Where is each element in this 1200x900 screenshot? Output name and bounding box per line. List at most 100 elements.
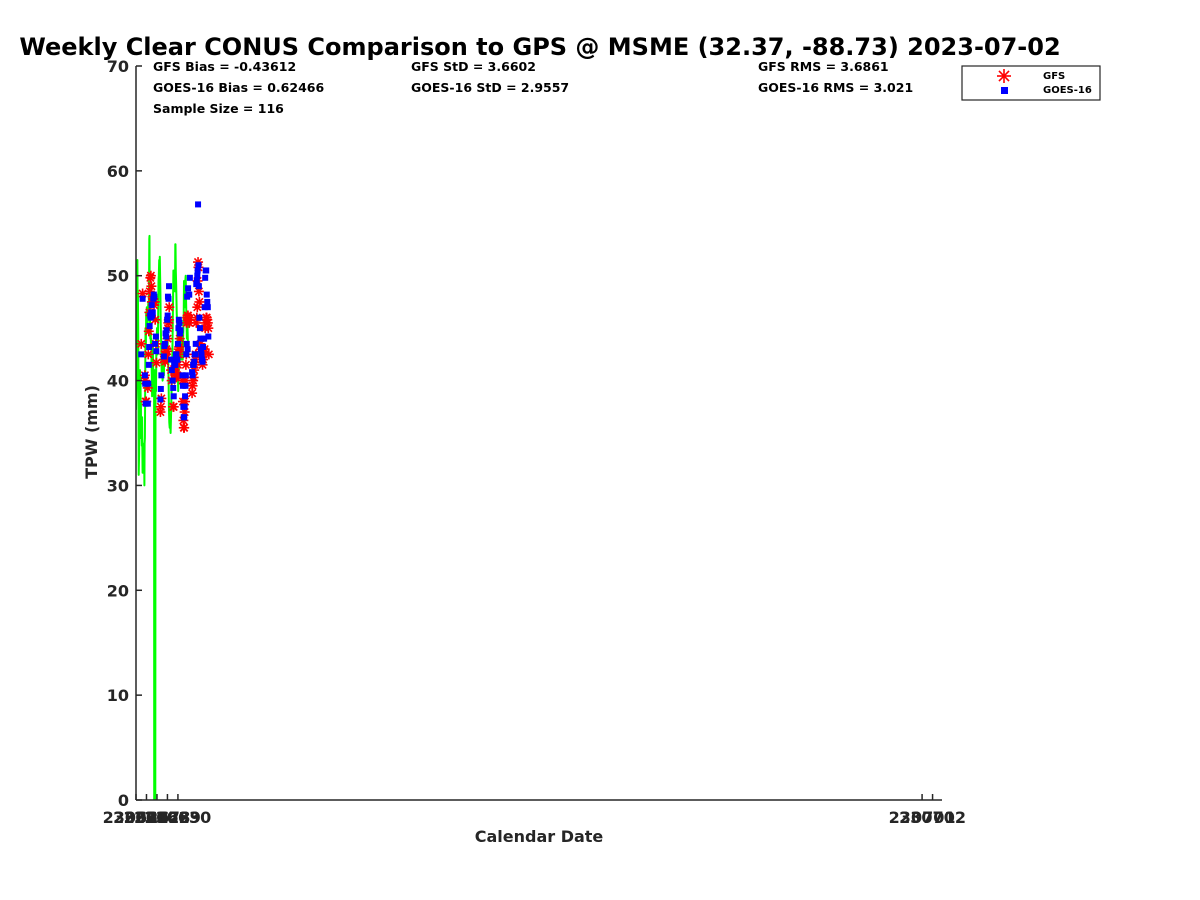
goes-point — [141, 372, 148, 379]
goes-point — [169, 377, 176, 384]
gfs-point — [146, 281, 157, 292]
goes-point — [185, 285, 192, 292]
goes-point — [203, 267, 210, 274]
stats-block: GFS Bias = -0.43612 GOES-16 Bias = 0.624… — [153, 59, 913, 116]
legend-gfs-marker — [997, 69, 1011, 83]
goes-point — [197, 335, 204, 342]
y-tick-label: 10 — [107, 686, 129, 705]
gfs-point — [180, 359, 191, 370]
goes-point — [172, 361, 179, 368]
gfs-point — [136, 338, 147, 349]
stat-goes-bias: GOES-16 Bias = 0.62466 — [153, 80, 324, 95]
goes-point — [138, 351, 145, 358]
goes-point — [139, 295, 146, 302]
gfs-point — [203, 349, 214, 360]
goes-point — [166, 283, 173, 290]
goes-point — [174, 356, 181, 363]
stat-gfs-std: GFS StD = 3.6602 — [411, 59, 536, 74]
goes-point — [199, 358, 206, 365]
gfs-point — [151, 357, 162, 368]
goes-point — [182, 372, 189, 379]
legend: GFS GOES-16 — [961, 65, 1101, 101]
gfs-point — [155, 401, 166, 412]
goes-point — [201, 304, 208, 311]
y-tick-label: 30 — [107, 476, 129, 495]
y-tick-label: 70 — [107, 57, 129, 76]
goes-point — [186, 291, 193, 298]
legend-gfs-label: GFS — [1043, 71, 1065, 82]
goes-point — [157, 385, 164, 392]
goes-point — [198, 351, 205, 358]
goes-point — [173, 351, 180, 358]
goes-point — [196, 325, 203, 332]
gfs-point — [143, 349, 154, 360]
x-axis-label: Calendar Date — [475, 827, 604, 846]
goes-point — [183, 351, 190, 358]
stat-goes-rms: GOES-16 RMS = 3.021 — [758, 80, 913, 95]
goes-point — [152, 333, 159, 340]
series-layer — [136, 201, 214, 800]
goes-point — [196, 314, 203, 321]
x-tick-label: 230628 — [124, 808, 191, 827]
goes-point — [191, 358, 198, 365]
goes-point — [182, 393, 189, 400]
legend-goes-label: GOES-16 — [1043, 85, 1092, 96]
gfs-point — [203, 323, 214, 334]
goes-point — [195, 201, 202, 208]
goes-point — [146, 344, 153, 351]
goes-point — [203, 291, 210, 298]
goes-point — [190, 361, 197, 368]
gfs-point — [145, 270, 156, 281]
goes-point — [164, 312, 171, 319]
gfs-point — [168, 401, 179, 412]
goes-point — [204, 298, 211, 305]
goes-point — [192, 351, 199, 358]
x-tick-label: 230701 — [889, 808, 956, 827]
legend-gfs-asterisk — [997, 69, 1011, 83]
goes-point — [164, 316, 171, 323]
goes-point — [151, 293, 158, 300]
stat-gfs-rms: GFS RMS = 3.6861 — [758, 59, 889, 74]
chart-title: Weekly Clear CONUS Comparison to GPS @ M… — [19, 33, 1060, 61]
y-tick-label: 60 — [107, 162, 129, 181]
goes-point — [168, 356, 175, 363]
goes-point — [149, 309, 156, 316]
goes-point — [192, 340, 199, 347]
goes-point — [161, 340, 168, 347]
goes-point — [193, 277, 200, 284]
y-tick-label: 40 — [107, 372, 129, 391]
goes-point — [163, 327, 170, 334]
goes-point — [183, 340, 190, 347]
goes-point — [189, 372, 196, 379]
goes-point — [157, 396, 164, 403]
goes-point — [145, 361, 152, 368]
goes-point — [162, 330, 169, 337]
goes-point — [158, 372, 165, 379]
x-tick-label: 230626 — [103, 808, 170, 827]
goes-point — [195, 283, 202, 290]
x-tick-label: 230629 — [134, 808, 201, 827]
goes-point — [146, 323, 153, 330]
y-tick-label: 20 — [107, 581, 129, 600]
goes-point — [175, 316, 182, 323]
goes-point — [160, 353, 167, 360]
legend-goes-marker — [1001, 87, 1008, 94]
goes-point — [181, 414, 188, 421]
goes-point — [168, 367, 175, 374]
goes-point — [145, 380, 152, 387]
goes-point — [149, 312, 156, 319]
goes-point — [163, 333, 170, 340]
goes-point — [177, 327, 184, 334]
x-tick-label: 230702 — [899, 808, 966, 827]
goes-point — [170, 393, 177, 400]
goes-point — [153, 348, 160, 355]
goes-point — [144, 400, 151, 407]
legend-box — [961, 65, 1101, 101]
goes-point — [174, 340, 181, 347]
goes-point — [189, 369, 196, 376]
goes-point — [176, 330, 183, 337]
goes-point — [195, 262, 202, 269]
y-tick-label: 50 — [107, 267, 129, 286]
x-tick-label: 230627 — [113, 808, 180, 827]
